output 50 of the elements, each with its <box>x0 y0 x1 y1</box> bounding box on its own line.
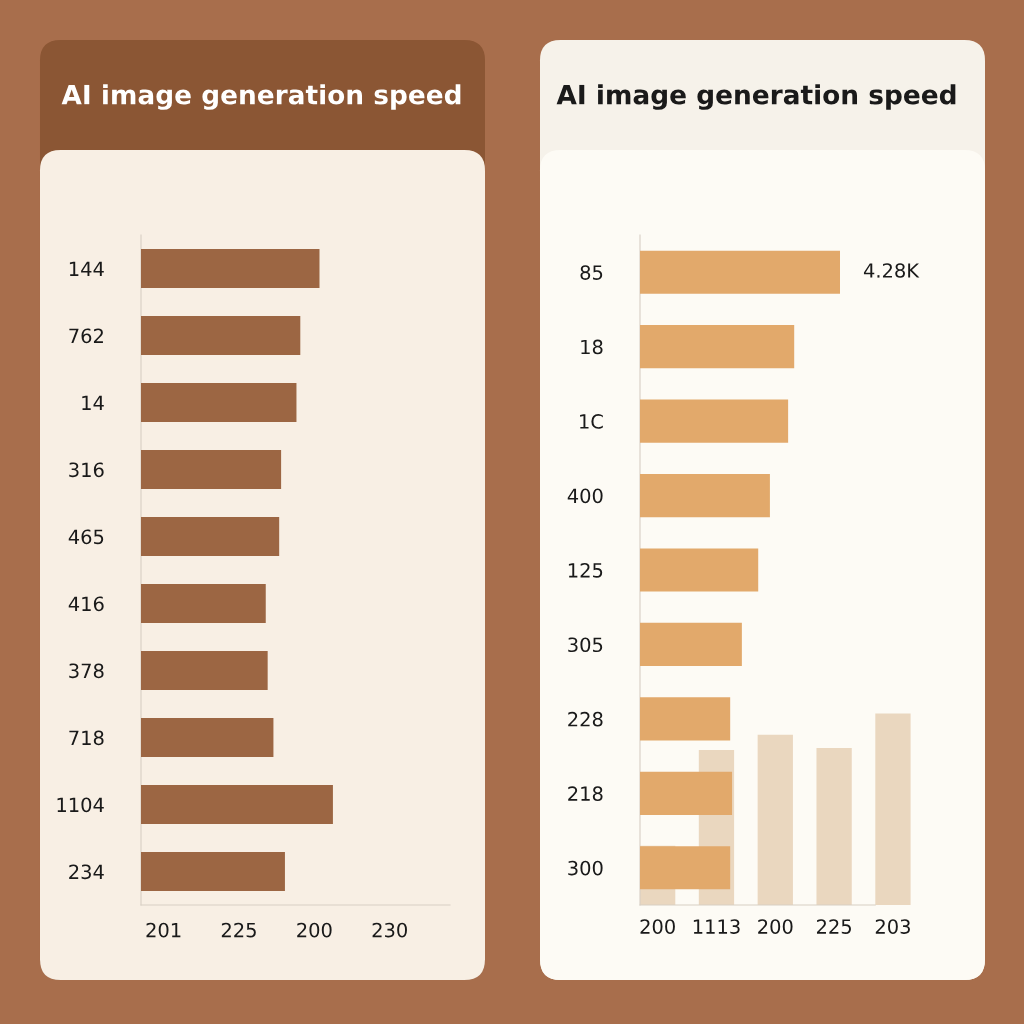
y-tick-label: 305 <box>568 637 603 653</box>
bar <box>875 713 911 905</box>
chart-title: AI image generation speed <box>556 84 956 110</box>
bar <box>640 325 795 369</box>
x-tick-label: 1113 <box>693 919 740 934</box>
x-tick-label: 203 <box>875 919 910 934</box>
y-tick-label: 218 <box>568 786 603 801</box>
bar <box>816 748 852 905</box>
y-tick-label: 14 <box>82 395 104 410</box>
bar <box>141 785 333 824</box>
bar <box>640 622 742 667</box>
bar <box>640 697 731 741</box>
bar <box>141 718 274 757</box>
bar <box>141 383 297 422</box>
y-tick-label: 465 <box>68 529 104 545</box>
bar <box>141 249 320 288</box>
y-tick-label: 234 <box>69 864 104 880</box>
bar <box>141 450 282 489</box>
x-tick-label: 225 <box>816 919 851 934</box>
x-tick-label: 200 <box>640 919 675 934</box>
y-tick-label: 18 <box>581 339 603 355</box>
y-tick-label: 228 <box>568 711 603 727</box>
y-tick-label: 1C <box>580 414 603 429</box>
text: 230 <box>372 922 407 938</box>
y-tick-label: 144 <box>69 261 104 276</box>
bar <box>640 771 733 815</box>
bar <box>141 651 268 690</box>
data-label: 4.28K <box>863 263 920 278</box>
bar <box>640 399 789 443</box>
y-tick-label: 718 <box>69 730 104 746</box>
y-tick-label: 378 <box>69 663 104 679</box>
bar <box>141 584 266 623</box>
bar <box>141 517 280 556</box>
y-tick-label: 125 <box>568 562 603 578</box>
bar <box>141 852 285 891</box>
y-tick-label: 762 <box>69 328 103 344</box>
bar <box>141 316 301 355</box>
text: 201 <box>146 922 181 938</box>
chart-title: AI image generation speed <box>61 84 461 110</box>
bar <box>640 250 840 294</box>
y-tick-label: 416 <box>68 596 104 612</box>
y-tick-label: 85 <box>580 265 603 280</box>
y-tick-label: 300 <box>568 860 603 876</box>
bar <box>757 734 793 905</box>
bar <box>640 548 759 592</box>
x-tick-label: 200 <box>758 919 793 934</box>
y-tick-label: 316 <box>69 462 104 478</box>
y-tick-label: 400 <box>567 488 603 504</box>
bar <box>640 473 770 518</box>
y-tick-label: 1104 <box>57 797 104 813</box>
